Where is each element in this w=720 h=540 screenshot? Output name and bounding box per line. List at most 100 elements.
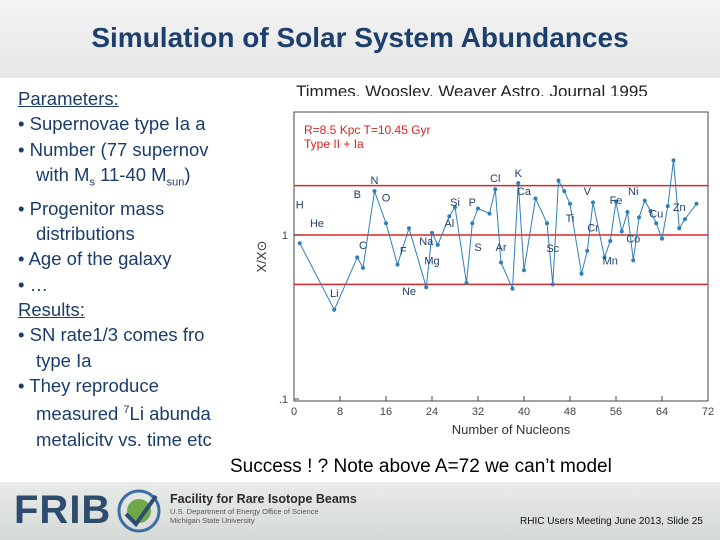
data-point-22	[533, 196, 538, 201]
bullet-progenitor-mass: • Progenitor mass	[18, 197, 165, 219]
data-point-44	[677, 226, 682, 231]
data-point-3	[361, 265, 365, 270]
bullet-distributions: distributions	[36, 223, 135, 245]
data-point-46	[694, 201, 699, 206]
slide-title: Simulation of Solar System Abundances	[91, 22, 629, 53]
bullet-galaxy-age: • Age of the galaxy	[18, 248, 172, 270]
data-point-25	[556, 178, 561, 183]
chart-annotation-params: R=8.5 Kpc T=10.45 Gyr	[304, 123, 431, 137]
data-point-4	[372, 189, 377, 194]
x-tick-label-24: 24	[426, 406, 438, 418]
bullet-metalicity: metalicity vs. time etc	[36, 428, 212, 446]
bullet-supernovae-type: • Supernovae type Ia a	[18, 113, 206, 135]
data-point-24	[550, 282, 555, 287]
bullet-number-supernovae: • Number (77 supernov	[18, 138, 209, 160]
data-point-15	[476, 206, 480, 211]
element-label-si: Si	[450, 197, 460, 209]
data-point-8	[424, 285, 429, 290]
element-label-f: F	[400, 246, 407, 258]
footer-org-sub: U.S. Department of Energy Office of Scie…	[170, 507, 319, 525]
data-point-33	[614, 199, 618, 204]
data-point-5	[384, 221, 388, 226]
footer-slide-info: RHIC Users Meeting June 2013, Slide 25	[520, 516, 703, 527]
x-tick-label-32: 32	[472, 406, 484, 418]
data-point-6	[395, 262, 400, 267]
bullet-type-ia: type Ia	[36, 349, 92, 371]
data-point-45	[683, 217, 687, 222]
element-label-cr: Cr	[587, 223, 599, 235]
data-point-23	[545, 221, 549, 226]
data-point-32	[608, 238, 613, 243]
element-label-co: Co	[626, 234, 640, 246]
data-point-10	[435, 242, 440, 247]
data-point-34	[619, 229, 624, 234]
data-point-20	[516, 181, 521, 186]
footer-org-name: Facility for Rare Isotope Beams	[170, 492, 357, 506]
y-tick-label-0: 1	[282, 230, 288, 242]
x-tick-label-8: 8	[337, 406, 343, 418]
data-point-27	[568, 201, 572, 206]
bullet-ellipsis: • …	[18, 273, 49, 295]
x-tick-label-64: 64	[656, 406, 668, 418]
success-note: Success ! ? Note above A=72 we can’t mod…	[230, 456, 612, 477]
data-point-30	[591, 200, 595, 205]
element-label-sc: Sc	[546, 243, 559, 255]
bullet-sn-rate: • SN rate1/3 comes fro	[18, 324, 205, 346]
bullet-li-abundance: measured 7Li abunda	[36, 403, 211, 425]
title-band	[0, 0, 720, 78]
x-tick-label-48: 48	[564, 406, 576, 418]
data-point-31	[602, 255, 607, 260]
element-label-na: Na	[419, 236, 434, 248]
element-label-s: S	[474, 242, 481, 254]
bullet-text-box: Parameters: • Supernovae type Ia a • Num…	[18, 86, 246, 446]
element-label-k: K	[515, 168, 523, 180]
data-point-9	[430, 230, 434, 235]
results-heading: Results:	[18, 299, 85, 321]
element-label-ar: Ar	[496, 242, 507, 254]
data-point-7	[407, 226, 411, 231]
element-label-li: Li	[330, 288, 339, 300]
data-point-13	[464, 280, 469, 285]
frib-emblem-icon	[117, 489, 161, 533]
element-label-ne: Ne	[402, 286, 416, 298]
data-point-36	[631, 258, 636, 263]
chart-annotation-type: Type II + Ia	[304, 137, 364, 151]
data-point-29	[585, 248, 590, 253]
y-tick-label-1: .1	[279, 394, 288, 406]
chart-background	[240, 96, 720, 456]
data-point-42	[665, 204, 670, 209]
element-label-al: Al	[444, 218, 454, 230]
element-label-cu: Cu	[649, 208, 663, 220]
abundance-chart: H He Li C BNO F Ne Na Mg Al Si P S Ar Cl K Sc Ca Ti V Cr Mn Fe…	[240, 96, 720, 456]
element-label-fe: Fe	[610, 195, 623, 207]
data-point-14	[470, 221, 475, 226]
data-point-18	[499, 260, 503, 265]
element-label-ca: Ca	[517, 186, 532, 198]
x-tick-label-16: 16	[380, 406, 392, 418]
element-label-v: V	[584, 186, 592, 198]
data-point-19	[510, 286, 515, 291]
plot-frame	[293, 111, 709, 402]
data-point-12	[453, 205, 457, 210]
data-point-1	[332, 307, 337, 312]
data-point-35	[625, 210, 630, 215]
data-point-38	[642, 198, 647, 203]
y-axis-label: X/X⊙	[254, 241, 269, 273]
data-point-26	[562, 189, 567, 194]
x-tick-label-56: 56	[610, 406, 622, 418]
data-point-37	[637, 215, 641, 220]
data-point-41	[660, 236, 664, 241]
data-point-21	[522, 268, 526, 273]
element-label-h: H	[296, 200, 304, 212]
data-point-16	[487, 211, 492, 216]
data-point-43	[671, 158, 676, 163]
frib-logo-text: FRIB	[14, 488, 112, 532]
data-point-40	[654, 221, 659, 226]
footer-doe-line: U.S. Department of Energy Office of Scie…	[170, 507, 319, 516]
footer-msu-line: Michigan State University	[170, 516, 255, 525]
x-axis-label: Number of Nucleons	[452, 422, 571, 437]
data-point-11	[447, 214, 452, 219]
data-point-17	[493, 187, 498, 192]
x-tick-label-40: 40	[518, 406, 530, 418]
data-point-2	[355, 255, 360, 260]
